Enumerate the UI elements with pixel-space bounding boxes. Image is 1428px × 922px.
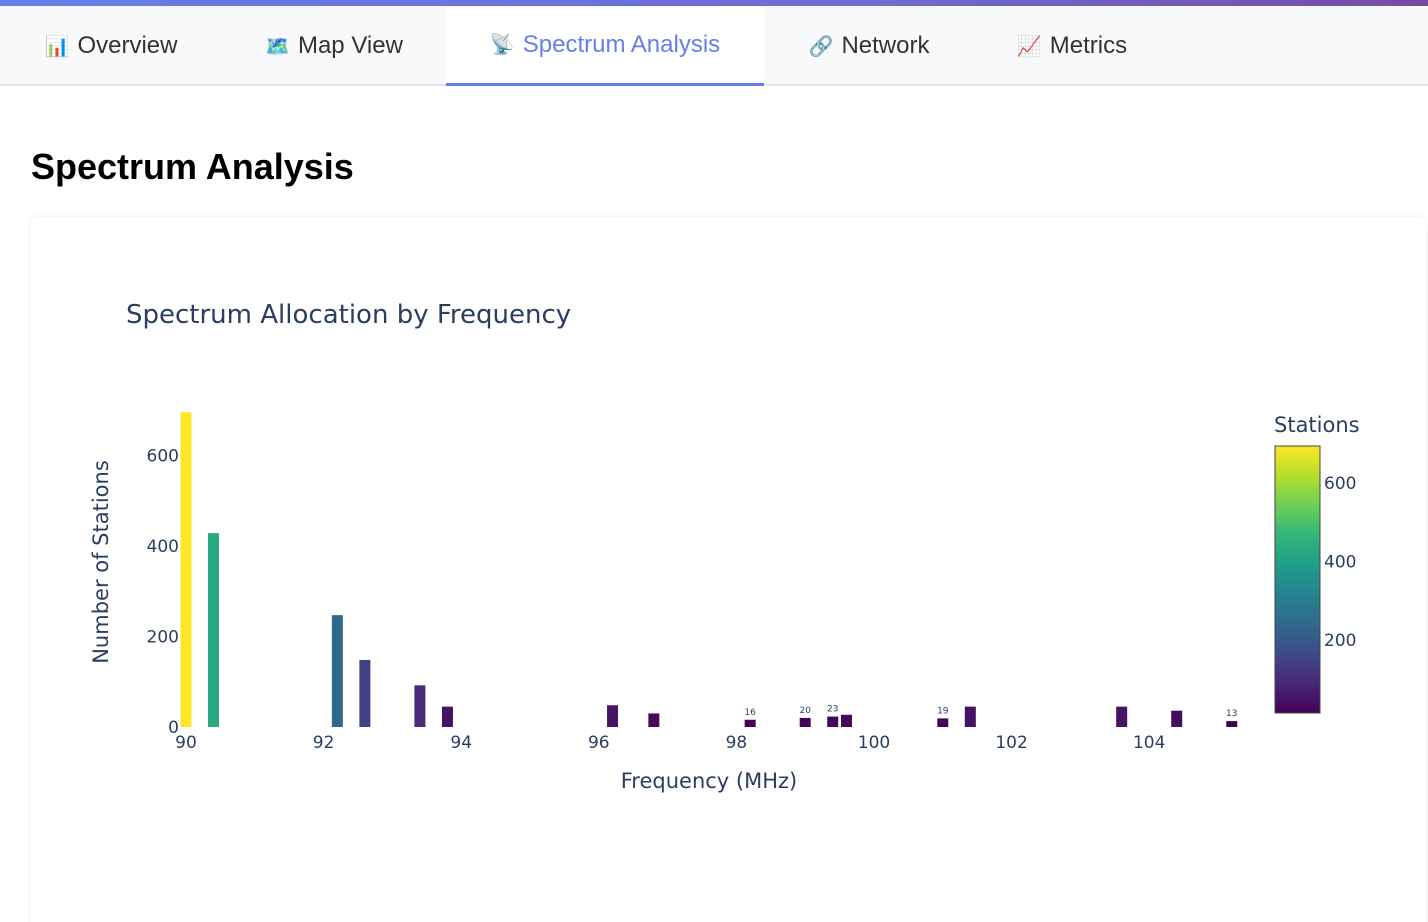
colorbar-tick-label: 600 <box>1324 474 1356 494</box>
bar[interactable] <box>208 533 220 727</box>
page-title: Spectrum Analysis <box>31 146 354 187</box>
bar[interactable] <box>441 706 453 727</box>
tab-label: Overview <box>77 32 178 59</box>
tab-label: Metrics <box>1049 32 1128 59</box>
colorbar-title: Stations <box>1274 413 1360 437</box>
tab-label: Network <box>841 32 930 59</box>
chart-card: Spectrum Allocation by Frequency 0 200 400… <box>30 217 1426 922</box>
tab-network[interactable]: 🔗 Network <box>764 6 974 86</box>
bar[interactable] <box>744 719 756 727</box>
bar[interactable] <box>359 659 371 727</box>
tab-overview[interactable]: 📊 Overview <box>0 6 222 86</box>
y-tick-label: 0 <box>168 718 179 738</box>
tab-map-view[interactable]: 🗺️ Map View <box>222 6 446 86</box>
bar[interactable] <box>648 713 660 727</box>
bar[interactable] <box>827 716 839 727</box>
bar[interactable] <box>840 714 852 727</box>
x-tick-label: 98 <box>726 733 748 753</box>
bar[interactable] <box>799 717 811 727</box>
satellite-dish-icon: 📡 <box>489 34 515 56</box>
x-tick-label: 90 <box>175 733 197 753</box>
bar-data-label: 20 <box>799 706 811 716</box>
bar-chart-icon: 📊 <box>44 35 70 58</box>
colorbar-gradient <box>1274 445 1321 714</box>
y-axis-label: Number of Stations <box>89 460 113 664</box>
colorbar-tick-label: 400 <box>1324 552 1356 572</box>
bar[interactable] <box>1171 710 1183 727</box>
bars <box>180 412 1238 727</box>
colorbar: Stations 200 400 600 <box>1274 413 1360 714</box>
bar[interactable] <box>607 705 619 727</box>
bar[interactable] <box>414 685 426 727</box>
tab-metrics[interactable]: 📈 Metrics <box>974 6 1170 86</box>
y-tick-label: 600 <box>147 446 179 466</box>
bar[interactable] <box>180 412 192 727</box>
bar[interactable] <box>331 615 343 727</box>
y-tick-label: 200 <box>147 627 179 647</box>
bar[interactable] <box>964 706 976 727</box>
bar-data-label: 23 <box>827 705 838 715</box>
x-tick-label: 100 <box>858 733 890 753</box>
bar[interactable] <box>937 718 949 727</box>
chart-title: Spectrum Allocation by Frequency <box>126 300 571 330</box>
bar-data-label: 19 <box>937 706 949 716</box>
x-tick-label: 102 <box>995 733 1027 753</box>
x-tick-label: 96 <box>588 733 610 753</box>
bar[interactable] <box>1226 721 1238 727</box>
spectrum-bar-chart[interactable]: Spectrum Allocation by Frequency 0 200 400… <box>30 217 1426 922</box>
tab-label: Map View <box>297 32 403 59</box>
tab-label: Spectrum Analysis <box>522 30 721 58</box>
bar-labels: 16 20 23 19 13 <box>744 705 1237 720</box>
tab-bar: 📊 Overview 🗺️ Map View 📡 Spectrum Analys… <box>0 6 1428 86</box>
bar-data-label: 16 <box>744 708 756 718</box>
x-axis-ticks: 90 92 94 96 98 100 102 104 <box>175 733 1165 753</box>
tab-spectrum-analysis[interactable]: 📡 Spectrum Analysis <box>446 6 764 86</box>
top-accent-bar <box>0 0 1428 6</box>
x-tick-label: 92 <box>313 733 335 753</box>
y-axis-ticks: 0 200 400 600 <box>147 446 179 738</box>
x-tick-label: 104 <box>1133 733 1165 753</box>
x-axis-label: Frequency (MHz) <box>621 769 797 793</box>
link-icon: 🔗 <box>808 35 834 58</box>
bar-data-label: 13 <box>1226 709 1237 719</box>
colorbar-ticks: 200 400 600 <box>1324 474 1356 651</box>
bar[interactable] <box>1116 706 1128 727</box>
colorbar-tick-label: 200 <box>1324 631 1356 651</box>
map-icon: 🗺️ <box>265 35 290 58</box>
line-chart-icon: 📈 <box>1016 35 1042 58</box>
x-tick-label: 94 <box>450 733 472 753</box>
y-tick-label: 400 <box>147 537 179 557</box>
